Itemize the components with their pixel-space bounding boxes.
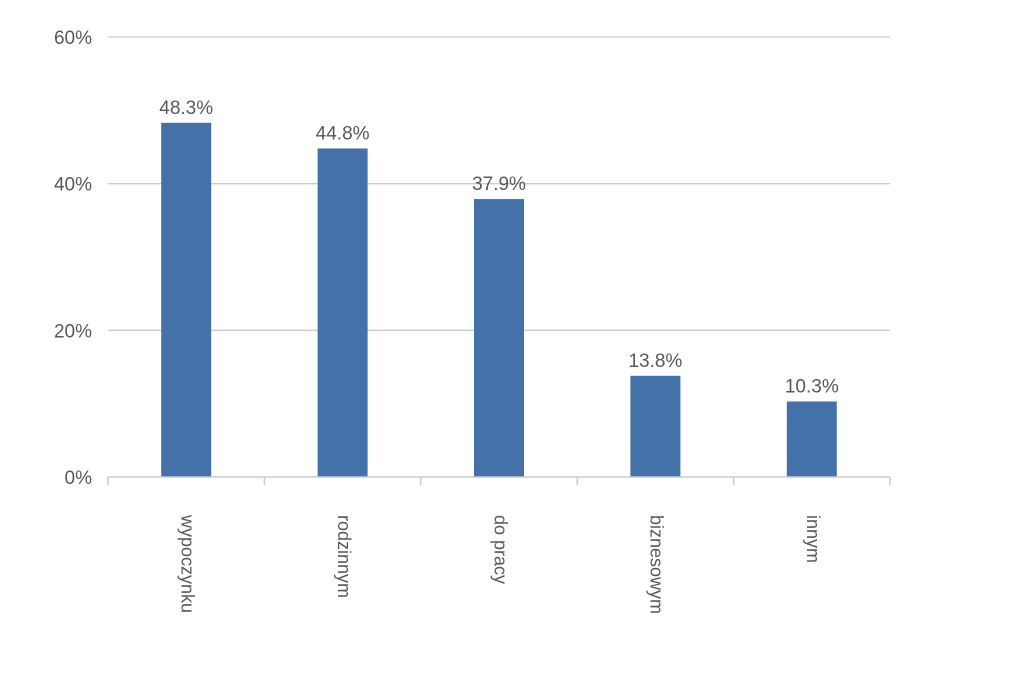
bar [786,401,837,477]
category-label: rodzinnym [334,515,354,598]
data-label: 10.3% [785,376,839,397]
data-label: 48.3% [159,98,213,119]
data-label: 13.8% [628,351,682,372]
y-tick-label: 0% [65,468,93,489]
y-axis-tick-labels: 0% 20% 40% 60% [54,28,92,489]
bars [161,122,837,478]
bar [474,199,524,478]
category-label: wypoczynku [177,514,197,613]
data-labels: 48.3% 44.8% 37.9% 13.8% 10.3% [159,98,839,398]
y-tick-label: 40% [54,175,92,196]
data-label: 44.8% [316,123,370,144]
category-labels: wypoczynku rodzinnym do pracy biznesowym inn… [177,514,823,614]
y-tick-label: 20% [54,321,92,342]
category-label: biznesowym [647,515,667,614]
y-tick-label: 60% [54,28,92,49]
category-label: do pracy [490,515,510,584]
bar [161,122,212,478]
x-axis [107,476,891,485]
bar [317,148,368,477]
category-label: innym [803,515,823,563]
data-label: 37.9% [472,174,526,195]
bar [630,375,681,477]
